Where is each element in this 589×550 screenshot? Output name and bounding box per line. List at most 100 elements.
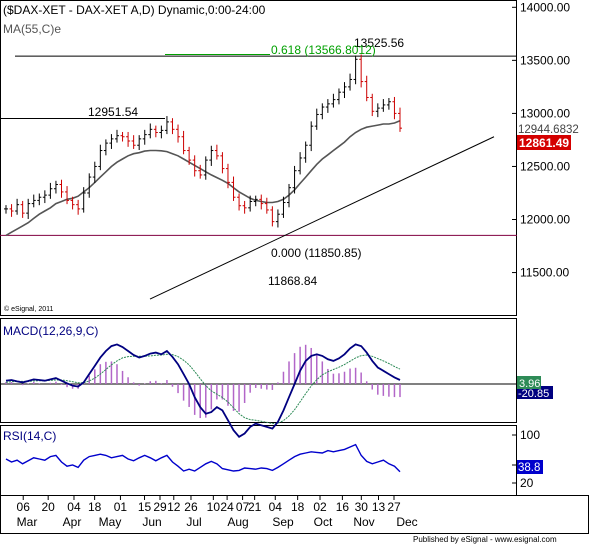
price-bar [287, 183, 292, 208]
x-tick-label: 02 [313, 500, 327, 514]
price-bar [70, 196, 75, 210]
price-bar [348, 73, 353, 91]
price-tick-label: 13500.00 [520, 53, 570, 67]
price-bar [114, 129, 119, 143]
price-bar [109, 134, 114, 149]
price-bar [237, 193, 242, 211]
price-bar [214, 144, 219, 160]
macd-tag-macd-bg [517, 386, 553, 399]
footer-published: Published by eSignal - www.esignal.com [413, 535, 557, 544]
rsi-panel [0, 425, 517, 496]
price-bar [370, 93, 375, 117]
price-bar [342, 82, 347, 99]
macd-label: MACD(12,26,9,C) [3, 324, 98, 338]
price-bar [398, 107, 402, 132]
price-bar [98, 144, 103, 171]
price-bar [120, 131, 125, 142]
price-bar [275, 209, 280, 228]
price-bar [225, 163, 230, 189]
price-bar [203, 156, 208, 180]
uptrend-line [149, 136, 495, 300]
price-bar [270, 206, 275, 227]
x-tick-label: 20 [41, 500, 55, 514]
price-bar [53, 180, 58, 194]
price-bar [386, 98, 391, 110]
month-label: Jul [186, 515, 201, 529]
price-bar [187, 146, 192, 165]
month-label: Aug [227, 515, 248, 529]
x-tick-label: 01 [114, 500, 128, 514]
price-tick-label: 13000.00 [520, 106, 570, 120]
price-bar [259, 194, 264, 210]
price-bar [153, 125, 158, 138]
x-tick-label: 06 [17, 500, 31, 514]
price-tick-label: 11500.00 [520, 266, 569, 280]
x-tick-label: 04 [269, 500, 283, 514]
price-bar [159, 125, 164, 139]
x-tick-label: 21 [248, 500, 262, 514]
month-label: Sep [272, 515, 294, 529]
rsi-tag: 38.8 [518, 462, 540, 474]
price-bar [176, 124, 181, 143]
x-tick-label: 16 [336, 500, 350, 514]
ma-value-tag: 12944.6832 [518, 124, 579, 136]
price-bar [142, 129, 147, 145]
macd-signal-line [5, 353, 401, 425]
annotation-fib-618: 0.618 (13566.8012) [271, 43, 376, 57]
x-tick-label: 29 [153, 500, 167, 514]
price-bar [192, 155, 197, 177]
price-bar [76, 199, 81, 215]
price-tick-label: 12500.00 [520, 159, 570, 173]
price-bar [375, 103, 380, 118]
macd-tag-signal: 3.96 [519, 378, 540, 390]
price-bar [81, 187, 86, 213]
copyright: © eSignal, 2011 [4, 305, 54, 313]
rsi-tag-bg [517, 460, 543, 474]
price-bar [4, 205, 8, 214]
price-bar [331, 93, 336, 108]
annotation-fib-000: 0.000 (11850.85) [271, 246, 362, 260]
macd-tag-signal-bg [517, 376, 541, 389]
x-tick-label: 18 [291, 500, 305, 514]
price-bar [37, 193, 42, 206]
macd-panel [0, 318, 517, 423]
rsi-tick-label: 20 [520, 476, 534, 490]
price-bar [353, 55, 358, 85]
price-bar [253, 195, 258, 207]
month-label: Nov [353, 515, 374, 529]
month-label: May [99, 515, 122, 529]
x-tick-label: 07 [236, 500, 250, 514]
annotation-low: 11868.84 [268, 274, 317, 288]
macd-line [5, 343, 401, 438]
price-bar [9, 204, 14, 217]
price-bar [31, 194, 36, 208]
price-bar [381, 99, 386, 112]
price-bar [281, 196, 286, 218]
month-label: Oct [314, 515, 333, 529]
price-bar [15, 198, 20, 215]
x-tick-label: 26 [184, 500, 198, 514]
price-bar [137, 135, 142, 151]
price-bar [336, 88, 341, 105]
price-tick-label: 14000.00 [520, 0, 570, 14]
price-bar [314, 108, 319, 130]
price-bar [248, 195, 253, 212]
x-tick-label: 15 [138, 500, 152, 514]
price-bar [364, 75, 369, 102]
price-bar [298, 152, 303, 175]
price-bar [59, 179, 64, 198]
close-price-tag: 12861.49 [519, 136, 569, 150]
price-bar [170, 118, 175, 135]
rsi-line [5, 443, 401, 473]
price-bar [320, 103, 325, 120]
price-tick-label: 12000.00 [520, 213, 570, 227]
rsi-tick-label: 100 [520, 428, 540, 442]
macd-tag-macd: -20.85 [518, 388, 549, 400]
price-bar [148, 123, 153, 139]
x-tick-label: 10 [207, 500, 221, 514]
close-price-tag-bg [517, 135, 571, 150]
price-bar [198, 164, 203, 179]
month-label: Apr [63, 515, 82, 529]
